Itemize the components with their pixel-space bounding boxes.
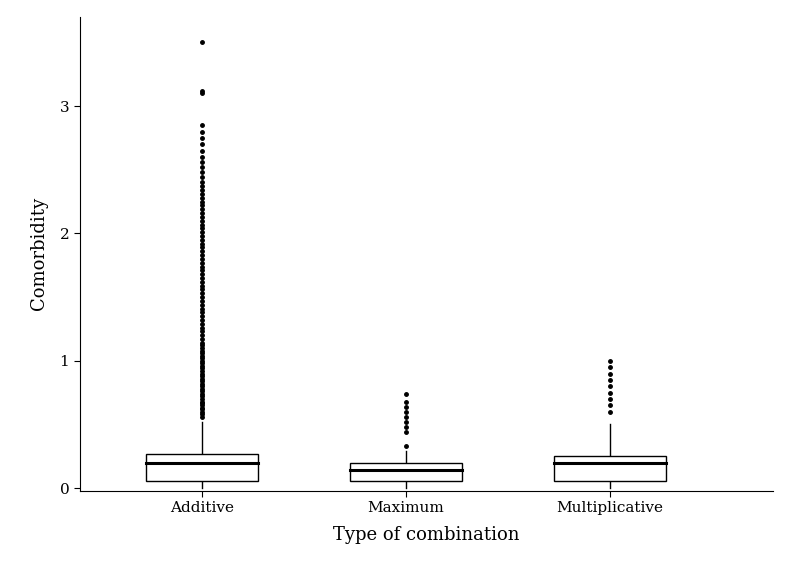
X-axis label: Type of combination: Type of combination	[333, 526, 520, 544]
Bar	[554, 456, 666, 481]
Bar	[146, 455, 258, 481]
Bar	[350, 463, 462, 481]
Y-axis label: Comorbidity: Comorbidity	[30, 197, 49, 310]
